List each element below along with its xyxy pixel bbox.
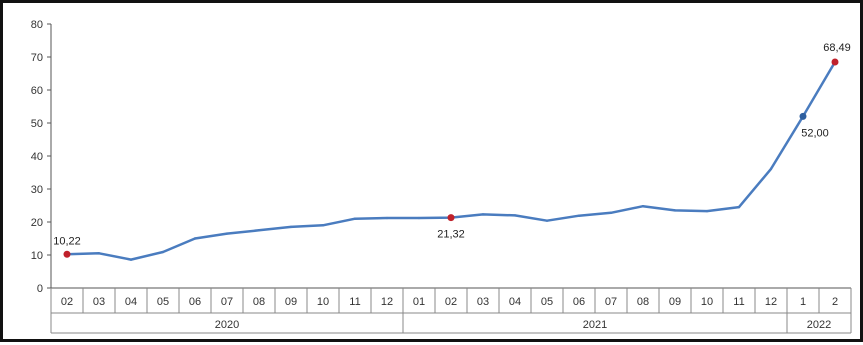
data-point bbox=[737, 205, 741, 209]
y-tick-label: 50 bbox=[31, 118, 43, 130]
data-point bbox=[481, 213, 485, 216]
y-tick-label: 10 bbox=[31, 250, 43, 262]
data-point bbox=[673, 209, 677, 212]
x-tick-label: 12 bbox=[765, 296, 777, 308]
x-tick-label: 04 bbox=[509, 296, 521, 308]
y-tick-label: 40 bbox=[31, 151, 43, 163]
y-tick-label: 0 bbox=[37, 283, 43, 295]
data-point bbox=[193, 237, 197, 240]
x-tick-label: 09 bbox=[669, 296, 681, 308]
data-point bbox=[705, 209, 709, 213]
x-tick-label: 06 bbox=[189, 296, 201, 308]
x-tick-label: 12 bbox=[381, 296, 393, 308]
data-point bbox=[769, 167, 773, 171]
data-point bbox=[321, 224, 325, 227]
y-tick-label: 20 bbox=[31, 217, 43, 229]
x-tick-label: 05 bbox=[157, 296, 169, 308]
data-point bbox=[129, 258, 133, 261]
x-tick-label: 04 bbox=[125, 296, 137, 308]
x-tick-label: 02 bbox=[445, 296, 457, 308]
x-tick-label: 1 bbox=[800, 296, 806, 308]
x-tick-label: 08 bbox=[253, 296, 265, 308]
x-tick-label: 05 bbox=[541, 296, 553, 308]
x-tick-label: 07 bbox=[221, 296, 233, 308]
data-point bbox=[641, 204, 645, 208]
x-tick-label: 10 bbox=[701, 296, 713, 308]
x-tick-label: 2 bbox=[832, 296, 838, 308]
data-point bbox=[353, 217, 357, 220]
x-tick-label: 06 bbox=[573, 296, 585, 308]
x-tick-label: 10 bbox=[317, 296, 329, 308]
highlight-marker bbox=[447, 214, 455, 222]
x-tick-label: 09 bbox=[285, 296, 297, 308]
x-tick-label: 03 bbox=[93, 296, 105, 308]
y-tick-label: 60 bbox=[31, 85, 43, 97]
data-point bbox=[577, 214, 581, 217]
data-point bbox=[385, 216, 389, 220]
x-tick-label: 07 bbox=[605, 296, 617, 308]
data-label: 21,32 bbox=[437, 229, 465, 241]
y-tick-label: 80 bbox=[31, 19, 43, 31]
x-tick-label: 02 bbox=[61, 296, 73, 308]
x-tick-label: 11 bbox=[733, 296, 744, 308]
data-point bbox=[513, 214, 517, 217]
x-tick-label: 08 bbox=[637, 296, 649, 308]
year-label: 2021 bbox=[583, 319, 607, 331]
highlight-marker bbox=[831, 58, 839, 66]
y-tick-label: 70 bbox=[31, 52, 43, 64]
x-tick-label: 03 bbox=[477, 296, 489, 308]
highlight-marker bbox=[63, 250, 71, 258]
data-label: 10,22 bbox=[53, 235, 81, 247]
data-point bbox=[545, 219, 549, 222]
x-tick-label: 11 bbox=[349, 296, 360, 308]
data-point bbox=[417, 216, 421, 220]
data-point bbox=[609, 211, 613, 214]
year-label: 2022 bbox=[807, 319, 831, 331]
data-point bbox=[257, 229, 261, 232]
data-point bbox=[225, 232, 229, 235]
data-point bbox=[161, 250, 165, 254]
data-point bbox=[97, 252, 101, 255]
year-label: 2020 bbox=[215, 319, 239, 331]
y-tick-label: 30 bbox=[31, 184, 43, 196]
highlight-marker bbox=[799, 112, 807, 120]
x-tick-label: 01 bbox=[413, 296, 425, 308]
data-point bbox=[289, 225, 293, 229]
data-label: 52,00 bbox=[801, 127, 829, 139]
data-label: 68,49 bbox=[823, 42, 851, 54]
